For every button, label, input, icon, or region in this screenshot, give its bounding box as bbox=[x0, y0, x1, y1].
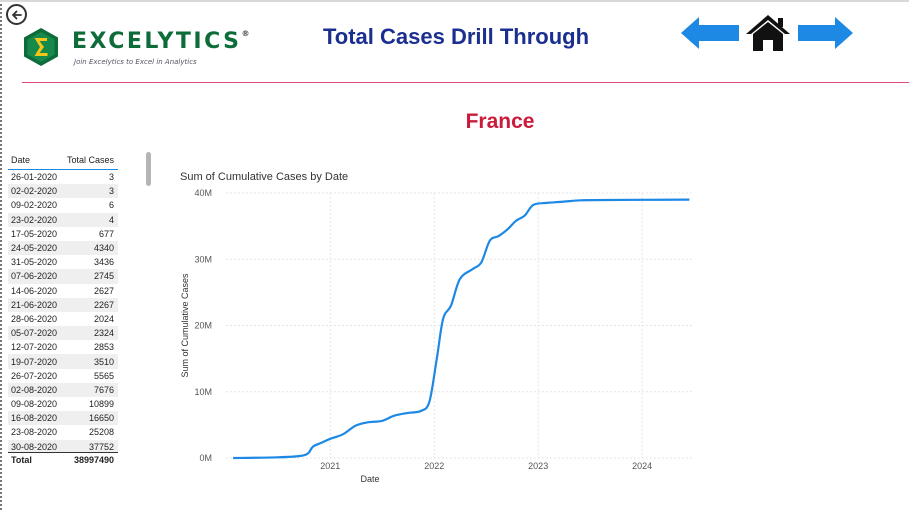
row-date: 07-06-2020 bbox=[11, 271, 58, 282]
row-date: 02-02-2020 bbox=[11, 186, 58, 197]
y-tick-label: 10M bbox=[194, 387, 212, 397]
table-row[interactable]: 26-07-2020 5565 bbox=[8, 369, 118, 383]
table-row[interactable]: 23-02-2020 4 bbox=[8, 212, 118, 227]
next-page-arrow-icon[interactable] bbox=[798, 17, 853, 49]
row-total-cases: 5565 bbox=[93, 370, 114, 381]
row-total-cases: 2024 bbox=[93, 313, 114, 324]
cases-table: Date Total Cases 26-01-2020 3 02-02-2020 3 0… bbox=[8, 150, 118, 467]
row-total-cases: 25208 bbox=[88, 427, 114, 438]
table-row[interactable]: 30-08-2020 37752 bbox=[8, 439, 118, 452]
y-tick-label: 30M bbox=[194, 254, 212, 264]
page-title: Total Cases Drill Through bbox=[322, 24, 590, 49]
row-total-cases: 16650 bbox=[88, 413, 114, 424]
table-row[interactable]: 02-08-2020 7676 bbox=[8, 382, 118, 397]
row-date: 02-08-2020 bbox=[11, 384, 58, 395]
table-body: 26-01-2020 3 02-02-2020 3 09-02-2020 6 23-02-2… bbox=[8, 170, 118, 452]
chart-title: Sum of Cumulative Cases by Date bbox=[180, 171, 349, 183]
y-tick-label: 20M bbox=[194, 321, 212, 331]
column-header-total-cases[interactable]: Total Cases bbox=[66, 154, 114, 165]
table-row[interactable]: 19-07-2020 3510 bbox=[8, 354, 118, 369]
row-date: 23-08-2020 bbox=[11, 427, 58, 438]
x-tick-label: 2022 bbox=[424, 461, 444, 471]
table-row[interactable]: 21-06-2020 2267 bbox=[8, 297, 118, 312]
row-total-cases: 677 bbox=[98, 228, 114, 239]
row-total-cases: 4 bbox=[108, 214, 114, 225]
row-date: 31-05-2020 bbox=[11, 257, 58, 268]
table-row[interactable]: 02-02-2020 3 bbox=[8, 184, 118, 199]
back-button[interactable] bbox=[6, 4, 27, 25]
row-date: 21-06-2020 bbox=[11, 299, 58, 310]
row-date: 30-08-2020 bbox=[11, 441, 58, 452]
row-total-cases: 4340 bbox=[93, 243, 114, 254]
row-date: 09-02-2020 bbox=[11, 200, 58, 211]
row-total-cases: 2324 bbox=[93, 328, 114, 339]
table-row[interactable]: 23-08-2020 25208 bbox=[8, 425, 118, 439]
table-row[interactable]: 14-06-2020 2627 bbox=[8, 284, 118, 298]
page-top-border bbox=[0, 0, 909, 2]
row-total-cases: 2267 bbox=[93, 299, 114, 310]
row-date: 14-06-2020 bbox=[11, 285, 58, 296]
row-total-cases: 3510 bbox=[93, 356, 114, 367]
row-total-cases: 3436 bbox=[93, 257, 114, 268]
row-date: 28-06-2020 bbox=[11, 313, 58, 324]
row-total-cases: 7676 bbox=[93, 384, 114, 395]
logo-tagline: Join Excelytics to Excel in Analytics bbox=[74, 58, 197, 66]
header-divider bbox=[22, 82, 909, 83]
table-row[interactable]: 17-05-2020 677 bbox=[8, 227, 118, 241]
row-total-cases: 37752 bbox=[88, 441, 114, 452]
sigma-hex-icon bbox=[24, 28, 58, 66]
y-tick-label: 0M bbox=[199, 453, 212, 463]
row-total-cases: 6 bbox=[108, 200, 114, 211]
row-total-cases: 10899 bbox=[88, 399, 114, 410]
x-tick-label: 2024 bbox=[632, 461, 652, 471]
country-title: France bbox=[465, 110, 535, 133]
total-value: 38997490 bbox=[73, 455, 114, 465]
row-date: 16-08-2020 bbox=[11, 413, 58, 424]
table-header: Date Total Cases bbox=[8, 150, 118, 170]
row-total-cases: 3 bbox=[108, 172, 114, 183]
table-row[interactable]: 05-07-2020 2324 bbox=[8, 326, 118, 341]
table-scrollbar[interactable] bbox=[146, 152, 151, 186]
row-total-cases: 3 bbox=[108, 186, 114, 197]
table-row[interactable]: 09-08-2020 10899 bbox=[8, 397, 118, 411]
row-date: 26-01-2020 bbox=[11, 172, 58, 183]
column-header-date[interactable]: Date bbox=[11, 154, 31, 165]
logo-wordmark: EXCELYTICS® bbox=[72, 29, 250, 54]
excelytics-logo: EXCELYTICS® Join Excelytics to Excel in … bbox=[22, 25, 250, 71]
row-date: 23-02-2020 bbox=[11, 214, 58, 225]
x-tick-label: 2023 bbox=[528, 461, 548, 471]
home-icon[interactable] bbox=[744, 13, 792, 53]
table-row[interactable]: 28-06-2020 2024 bbox=[8, 312, 118, 326]
row-date: 05-07-2020 bbox=[11, 328, 58, 339]
table-total-row: Total 38997490 bbox=[8, 452, 118, 467]
row-date: 12-07-2020 bbox=[11, 342, 58, 353]
previous-page-arrow-icon[interactable] bbox=[681, 17, 739, 49]
arrow-left-icon bbox=[11, 10, 22, 19]
row-total-cases: 2627 bbox=[93, 285, 114, 296]
y-axis-label: Sum of Cumulative Cases bbox=[180, 273, 190, 378]
cumulative-cases-series-line bbox=[233, 198, 690, 460]
total-label: Total bbox=[11, 455, 32, 465]
row-date: 09-08-2020 bbox=[11, 399, 58, 410]
page-border bbox=[0, 0, 2, 511]
row-total-cases: 2745 bbox=[93, 271, 114, 282]
row-total-cases: 2853 bbox=[93, 342, 114, 353]
x-tick-label: 2021 bbox=[320, 461, 340, 471]
table-row[interactable]: 24-05-2020 4340 bbox=[8, 240, 118, 256]
y-tick-label: 40M bbox=[194, 188, 212, 198]
row-date: 19-07-2020 bbox=[11, 356, 58, 367]
table-row[interactable]: 09-02-2020 6 bbox=[8, 198, 118, 212]
table-row[interactable]: 16-08-2020 16650 bbox=[8, 411, 118, 426]
table-row[interactable]: 31-05-2020 3436 bbox=[8, 255, 118, 269]
x-axis-label: Date bbox=[360, 474, 379, 484]
table-row[interactable]: 12-07-2020 2853 bbox=[8, 340, 118, 354]
row-date: 17-05-2020 bbox=[11, 228, 58, 239]
table-row[interactable]: 07-06-2020 2745 bbox=[8, 269, 118, 284]
cumulative-cases-line-chart: 0M 10M 20M 30M 40M 2021 2022 2023 2024 Date Sum of… bbox=[180, 188, 694, 484]
row-date: 24-05-2020 bbox=[11, 243, 58, 254]
row-date: 26-07-2020 bbox=[11, 370, 58, 381]
table-row[interactable]: 26-01-2020 3 bbox=[8, 170, 118, 184]
